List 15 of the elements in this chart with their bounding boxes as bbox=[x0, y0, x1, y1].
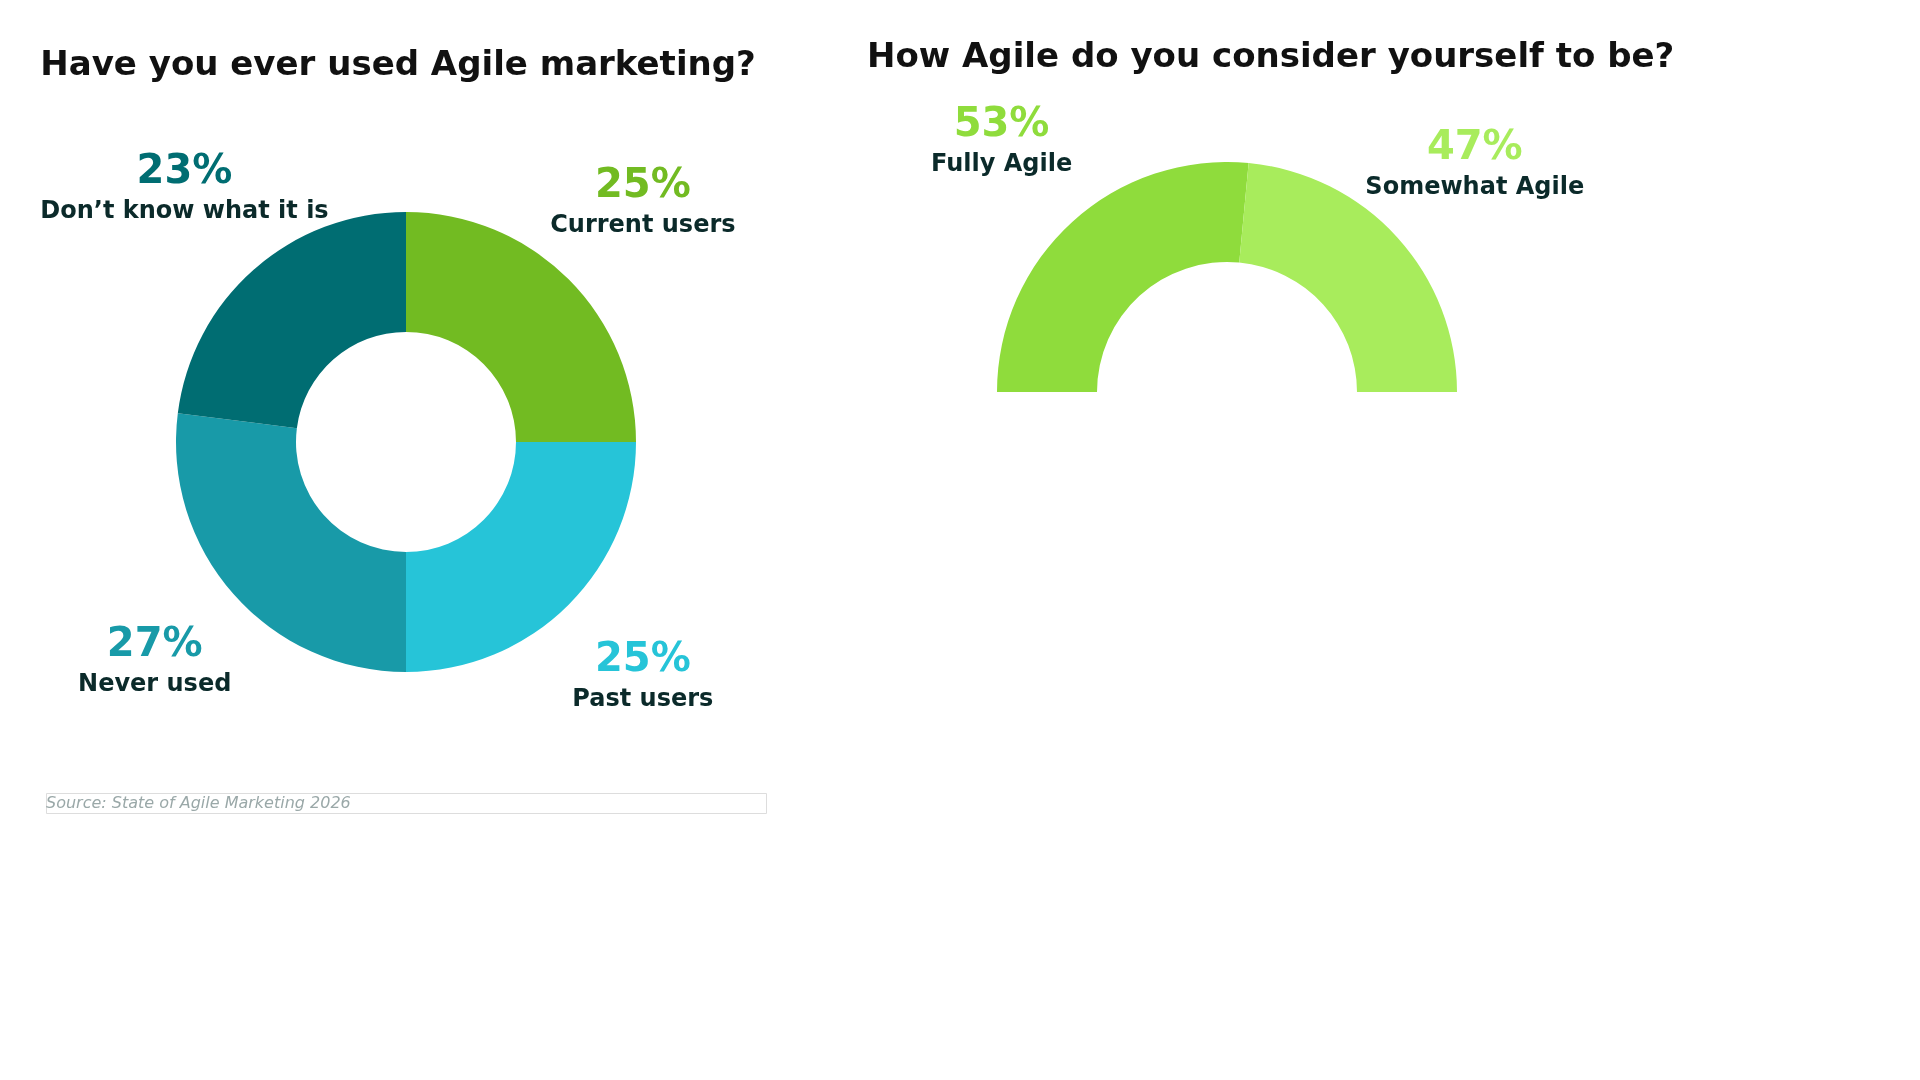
data-label: 27% bbox=[106, 618, 203, 665]
chart-title: Have you ever used Agile marketing? bbox=[40, 43, 756, 83]
data-label: 47% bbox=[1426, 121, 1523, 168]
slice-label: Never used bbox=[78, 668, 232, 697]
slice-label: Fully Agile bbox=[930, 149, 1073, 178]
data-label: 25% bbox=[595, 160, 691, 207]
chart-title: How Agile do you consider yourself to be? bbox=[867, 35, 1675, 76]
slice-label: Current users bbox=[550, 210, 736, 239]
slice-label: Somewhat Agile bbox=[1365, 171, 1585, 200]
data-label: 23% bbox=[136, 145, 233, 192]
slice-label: Past users bbox=[572, 683, 714, 712]
data-label: 53% bbox=[953, 99, 1050, 146]
slice-label: Don’t know what it is bbox=[40, 195, 329, 224]
data-label: 25% bbox=[595, 633, 691, 680]
source-note: Source: State of Agile Marketing 2026 bbox=[46, 793, 351, 812]
